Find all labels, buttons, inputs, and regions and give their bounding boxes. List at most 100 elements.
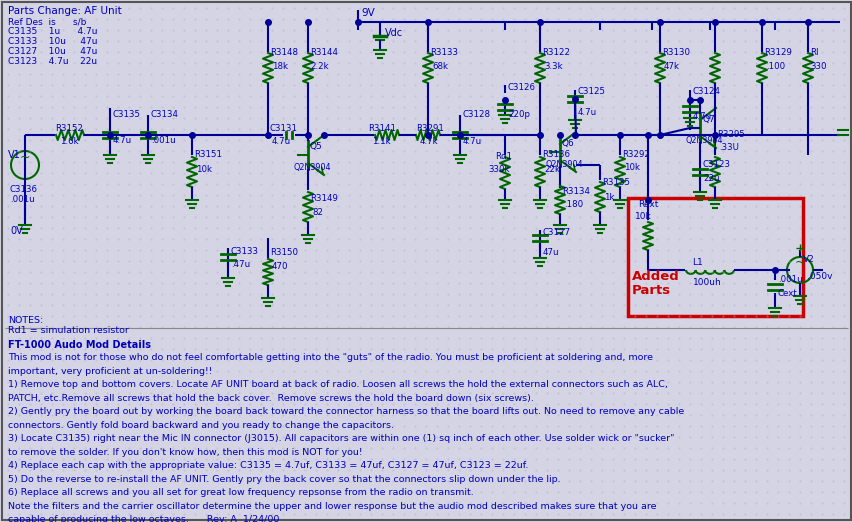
Text: 100uh: 100uh — [692, 278, 721, 287]
Text: C3134: C3134 — [151, 110, 179, 119]
Text: C3131: C3131 — [270, 124, 297, 133]
Text: R3292: R3292 — [621, 150, 649, 159]
Text: .33U: .33U — [718, 143, 738, 152]
Text: L1: L1 — [691, 258, 702, 267]
Text: R3129: R3129 — [763, 48, 791, 57]
Text: C3124: C3124 — [692, 87, 720, 96]
Text: 330: 330 — [809, 62, 826, 71]
Text: R3148: R3148 — [270, 48, 297, 57]
Text: ~: ~ — [794, 256, 804, 269]
Text: R3144: R3144 — [309, 48, 337, 57]
Text: capable of producing the low octaves.      Rev: A  1/24/00: capable of producing the low octaves. Re… — [8, 516, 279, 522]
Text: Vdc: Vdc — [384, 28, 403, 38]
Text: FT-1000 Audo Mod Details: FT-1000 Audo Mod Details — [8, 340, 151, 350]
Text: Q5: Q5 — [309, 142, 322, 151]
Text: R3133: R3133 — [429, 48, 458, 57]
Text: C3123    4.7u    22u: C3123 4.7u 22u — [8, 57, 97, 66]
Text: .100: .100 — [765, 62, 784, 71]
Text: 10k: 10k — [196, 165, 212, 174]
Text: 18k: 18k — [272, 62, 288, 71]
Text: to remove the solder. If you don't know how, then this mod is NOT for you!: to remove the solder. If you don't know … — [8, 448, 362, 457]
Text: Note the filters and the carrier oscillator determine the upper and lower respon: Note the filters and the carrier oscilla… — [8, 502, 656, 511]
Text: RI: RI — [809, 48, 818, 57]
Text: C3133: C3133 — [231, 247, 259, 256]
Text: R3134: R3134 — [561, 187, 590, 196]
Text: 4) Replace each cap with the appropriate value: C3135 = 4.7uf, C3133 = 47uf, C31: 4) Replace each cap with the appropriate… — [8, 461, 527, 470]
Text: 1k: 1k — [603, 193, 613, 202]
Text: V1: V1 — [8, 150, 20, 160]
Text: connectors. Gently fold board backward and you ready to change the capacitors.: connectors. Gently fold board backward a… — [8, 421, 394, 430]
Bar — [627, 198, 802, 316]
Text: Cext: Cext — [777, 289, 797, 298]
Text: 4.7u: 4.7u — [578, 108, 596, 117]
Text: Parts Change: AF Unit: Parts Change: AF Unit — [8, 6, 122, 16]
Text: NOTES:: NOTES: — [8, 316, 43, 325]
Text: 10k: 10k — [634, 212, 651, 221]
Text: R3141: R3141 — [367, 124, 395, 133]
Text: R3151: R3151 — [193, 150, 222, 159]
Text: 10k: 10k — [624, 163, 639, 172]
Text: 4.7u: 4.7u — [272, 137, 291, 146]
Text: C3128: C3128 — [463, 110, 491, 119]
Text: 220p: 220p — [508, 110, 529, 119]
Text: R3291: R3291 — [416, 124, 443, 133]
Text: 68k: 68k — [431, 62, 447, 71]
Text: .001u: .001u — [10, 195, 35, 204]
Text: 4.7k: 4.7k — [419, 137, 438, 146]
Text: .050v: .050v — [806, 272, 832, 281]
Text: C3125: C3125 — [578, 87, 605, 96]
Text: .180: .180 — [563, 200, 583, 209]
Text: 0V: 0V — [10, 226, 23, 236]
Text: C3135: C3135 — [112, 110, 141, 119]
Text: Ref Des  is      s/b: Ref Des is s/b — [8, 17, 86, 26]
Text: .001u: .001u — [777, 275, 802, 284]
Text: R3122: R3122 — [541, 48, 569, 57]
Text: 6) Replace all screws and you all set for great low frequency repsonse from the : 6) Replace all screws and you all set fo… — [8, 489, 473, 497]
Text: Rext: Rext — [637, 200, 658, 209]
Text: 330k: 330k — [487, 165, 509, 174]
Text: 470: 470 — [272, 262, 288, 271]
Text: .47u: .47u — [231, 260, 250, 269]
Text: .001u: .001u — [151, 136, 176, 145]
Text: 4.7u: 4.7u — [692, 112, 711, 121]
Text: 1) Remove top and bottom covers. Locate AF UNIT board at back of radio. Loosen a: 1) Remove top and bottom covers. Locate … — [8, 381, 667, 389]
Text: This mod is not for those who do not feel comfortable getting into the "guts" of: This mod is not for those who do not fee… — [8, 353, 653, 362]
Text: R3150: R3150 — [270, 248, 297, 257]
Text: R3152: R3152 — [55, 124, 83, 133]
Text: V2: V2 — [802, 255, 814, 264]
Text: Q2N3904: Q2N3904 — [685, 136, 722, 145]
Text: C3126: C3126 — [508, 83, 535, 92]
Text: R3149: R3149 — [309, 194, 337, 203]
Text: C3127: C3127 — [543, 228, 570, 237]
Text: 4.7u: 4.7u — [112, 136, 132, 145]
Text: Q2N3904: Q2N3904 — [545, 160, 583, 169]
Text: 22k: 22k — [544, 165, 560, 174]
Text: 5) Do the reverse to re-install the AF UNIT. Gently pry the back cover so that t: 5) Do the reverse to re-install the AF U… — [8, 475, 560, 484]
Text: important, very proficient at un-soldering!!: important, very proficient at un-solderi… — [8, 367, 212, 376]
Text: Q7: Q7 — [702, 115, 715, 124]
Text: R3130: R3130 — [661, 48, 689, 57]
Text: 1.6k: 1.6k — [60, 137, 78, 146]
Text: 2) Gently pry the board out by working the board back toward the connector harne: 2) Gently pry the board out by working t… — [8, 408, 683, 417]
Text: Rd1 = simulation resistor: Rd1 = simulation resistor — [8, 326, 129, 335]
Text: 47k: 47k — [663, 62, 679, 71]
Text: 3.3k: 3.3k — [544, 62, 562, 71]
Text: 3) Locate C3135) right near the Mic IN connector (J3015). All capacitors are wit: 3) Locate C3135) right near the Mic IN c… — [8, 434, 674, 444]
Text: C3133    10u     47u: C3133 10u 47u — [8, 37, 97, 46]
Text: C3127    10u     47u: C3127 10u 47u — [8, 47, 97, 56]
Text: R3136: R3136 — [541, 150, 569, 159]
Text: 4.7u: 4.7u — [463, 137, 481, 146]
Text: C3136: C3136 — [10, 185, 38, 194]
Text: 9V: 9V — [360, 8, 374, 18]
Text: Parts: Parts — [631, 284, 671, 297]
Text: Rd1: Rd1 — [494, 152, 511, 161]
Text: 22u: 22u — [702, 174, 718, 183]
Text: 2.2k: 2.2k — [309, 62, 328, 71]
Text: C3135    1u      4.7u: C3135 1u 4.7u — [8, 27, 97, 36]
Text: Q6: Q6 — [561, 139, 574, 148]
Text: ~: ~ — [20, 150, 30, 163]
Text: R3135: R3135 — [602, 178, 630, 187]
Text: Added: Added — [631, 270, 679, 283]
Text: Q2N3904: Q2N3904 — [294, 163, 331, 172]
Text: 47u: 47u — [543, 248, 559, 257]
